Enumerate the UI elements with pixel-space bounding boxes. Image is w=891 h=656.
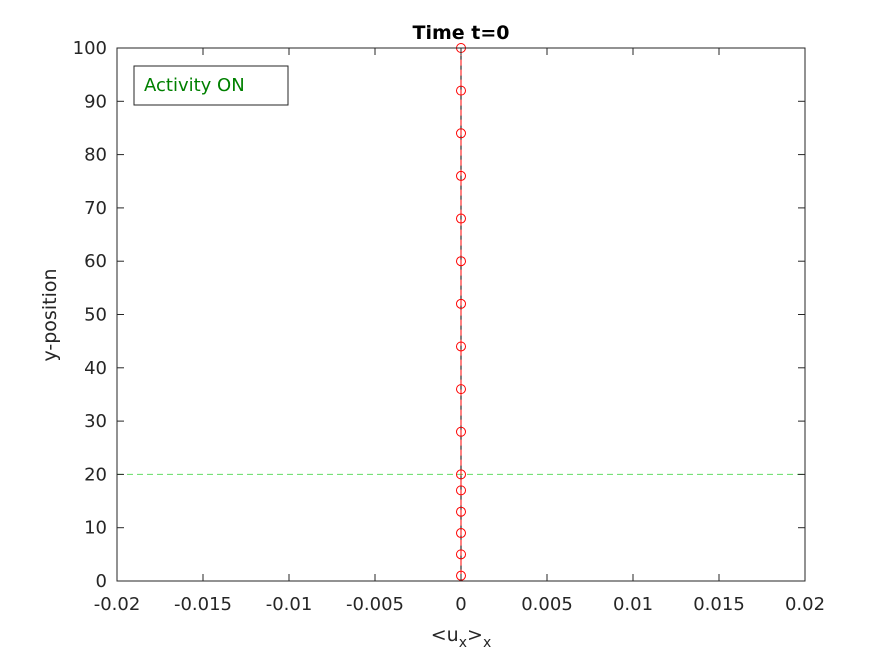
annotation-box: Activity ON	[133, 65, 289, 106]
series-layer	[456, 43, 466, 581]
x-tick-label: -0.015	[174, 594, 232, 615]
x-tick-label: 0.015	[693, 594, 745, 615]
x-axis-label-main: <u	[431, 624, 459, 646]
x-axis-label: <ux>x	[431, 624, 491, 651]
series-1-point	[456, 298, 466, 309]
y-tick-label: 0	[96, 571, 107, 592]
y-tick-label: 70	[84, 198, 107, 219]
series-1-point	[456, 528, 466, 539]
series-1-point	[456, 213, 466, 224]
y-tick-label: 100	[73, 38, 107, 59]
x-axis-label-mid: >	[467, 624, 483, 646]
annotation-frame	[133, 65, 289, 106]
y-tick-label: 50	[84, 305, 107, 326]
series-1-point	[456, 85, 466, 96]
x-tick-label: 0.02	[785, 594, 825, 615]
x-tick-label: -0.01	[266, 594, 313, 615]
x-tick-label: 0	[455, 594, 466, 615]
x-tick-label: 0.005	[521, 594, 573, 615]
x-axis-label-sub1: x	[459, 635, 467, 651]
series-1-point	[456, 426, 466, 437]
series-1-point	[456, 485, 466, 496]
series-1-point	[456, 256, 466, 267]
series-1-point	[456, 384, 466, 395]
x-tick-label: -0.02	[94, 594, 141, 615]
series-1-point	[456, 170, 466, 181]
y-tick-label: 40	[84, 358, 107, 379]
series-1-point	[456, 549, 466, 560]
chart-title: Time t=0	[413, 22, 510, 44]
x-tick-label: 0.01	[613, 594, 653, 615]
y-tick-label: 60	[84, 251, 107, 272]
x-axis-label-sub2: x	[483, 635, 491, 651]
series-1-point	[456, 341, 466, 352]
tick-layer: -0.02 -0.015 -0.01 -0.005 0 0.005 0.01 0.015 0.0…	[73, 38, 825, 615]
y-axis-label: y-position	[39, 268, 61, 361]
x-tick-label: -0.005	[346, 594, 404, 615]
annotation-text: Activity ON	[144, 75, 245, 96]
y-tick-label: 80	[84, 145, 107, 166]
series-1-point	[456, 128, 466, 139]
y-tick-label: 20	[84, 464, 107, 485]
y-tick-label: 30	[84, 411, 107, 432]
series-1-point	[456, 506, 466, 517]
y-tick-label: 10	[84, 518, 107, 539]
y-tick-label: 90	[84, 91, 107, 112]
series-1-point	[456, 469, 466, 480]
